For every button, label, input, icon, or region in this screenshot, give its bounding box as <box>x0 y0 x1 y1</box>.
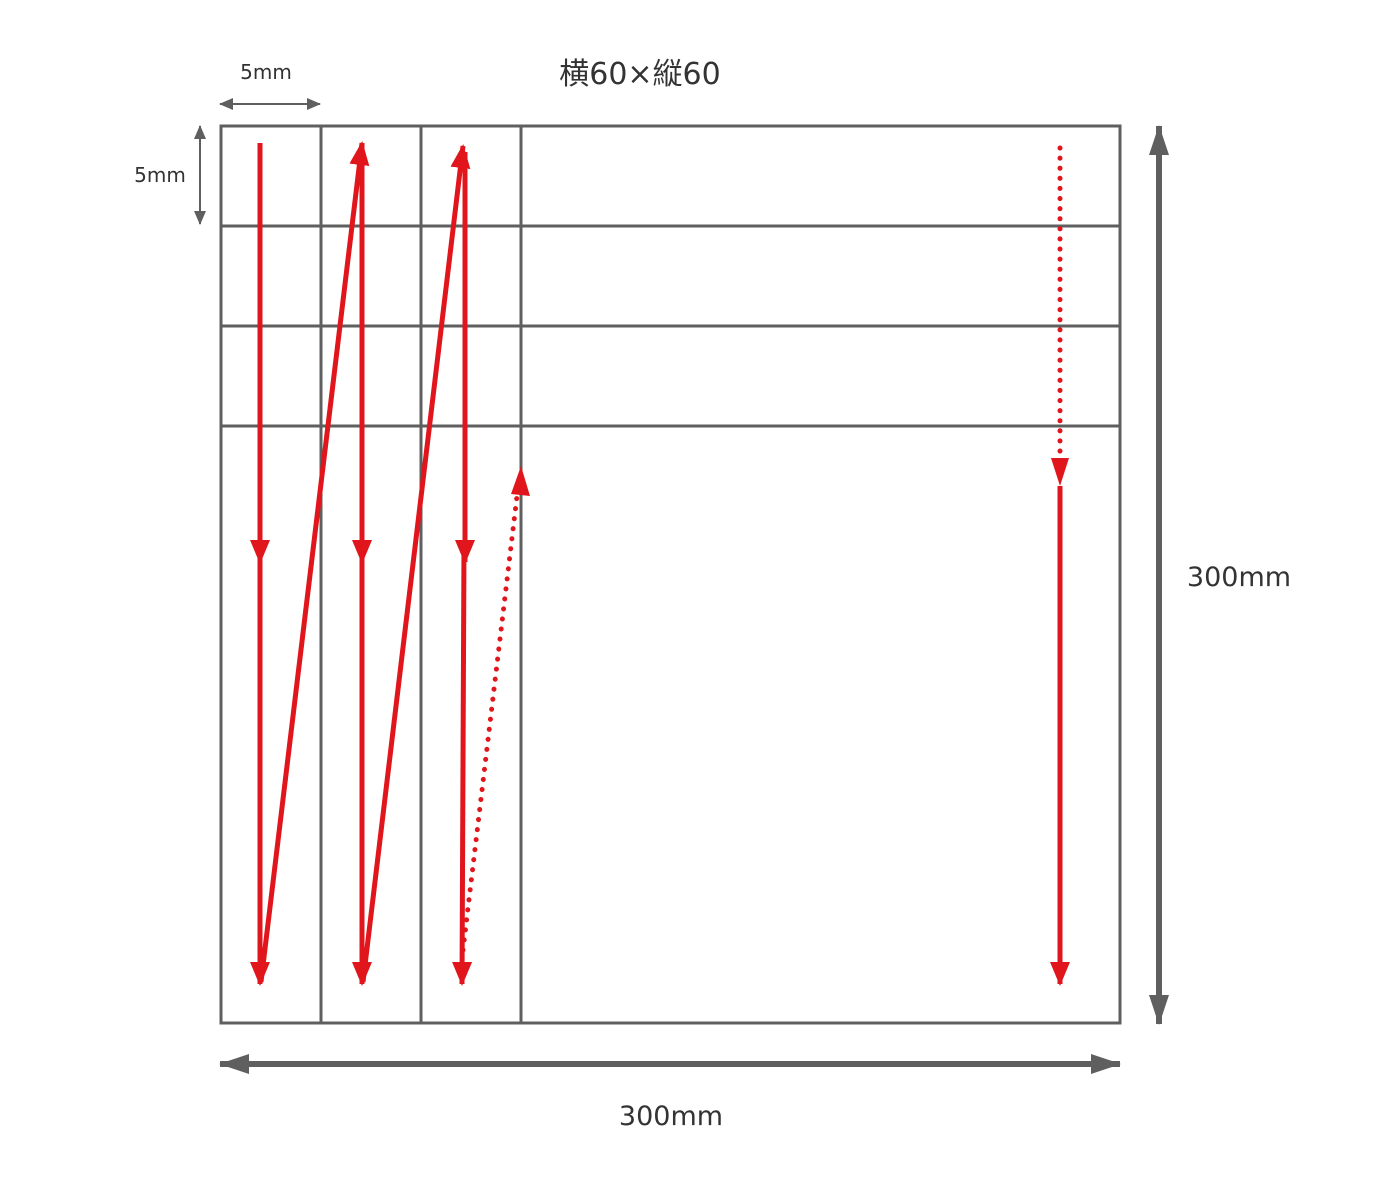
cell-height-label: 5mm <box>134 163 186 187</box>
grid <box>219 124 1122 1025</box>
scan-continue-dotted-arrow <box>460 493 520 953</box>
scan-down-arrow <box>452 544 473 986</box>
scan-continue-arrowhead <box>511 466 530 496</box>
cell-height-dimension: 5mm <box>134 125 206 225</box>
scan-path <box>250 141 1070 986</box>
scan-last-column-arrowhead <box>1051 458 1069 486</box>
total-width-label: 300mm <box>619 1101 723 1132</box>
total-width-dimension: 300mm <box>219 1054 1121 1132</box>
scan-return-arrow <box>258 141 370 983</box>
cell-width-label: 5mm <box>240 60 292 84</box>
diagram-title: 横60×縦60 <box>559 57 720 92</box>
total-height-label: 300mm <box>1187 562 1291 593</box>
total-height-dimension: 300mm <box>1149 125 1291 1025</box>
grid-outer-frame <box>219 124 1122 1025</box>
scan-return-arrow <box>360 144 471 983</box>
cell-width-dimension: 5mm <box>219 60 321 110</box>
